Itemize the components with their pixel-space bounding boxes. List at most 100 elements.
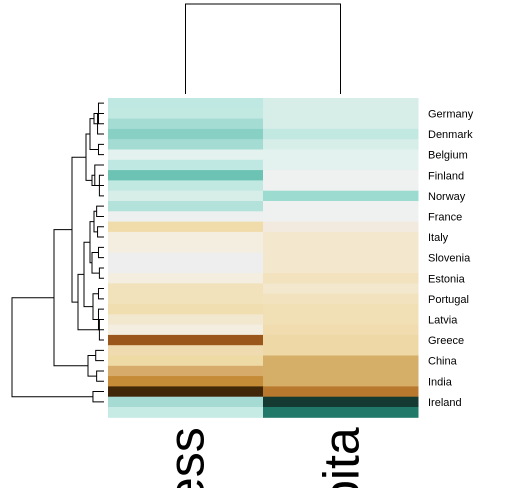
heatmap-cell-r6-c0 (108, 159, 264, 171)
heatmap-cell-r7-c0 (108, 170, 264, 181)
row-label-germany: Germany (428, 108, 474, 120)
row-label-greece: Greece (428, 335, 464, 347)
heatmap-cell-r23-c1 (263, 334, 419, 346)
heatmap-cell-r18-c0 (108, 283, 264, 295)
row-label-denmark: Denmark (428, 129, 473, 141)
heatmap-cell-r1-c1 (263, 108, 419, 120)
heatmap-cell-r23-c0 (108, 334, 264, 346)
row-dendrogram-branch (97, 288, 104, 300)
column-label-ess: ess (159, 427, 215, 488)
row-label-portugal: Portugal (428, 294, 469, 306)
heatmap-cell-r27-c0 (108, 376, 264, 387)
heatmap-cell-r0-c0 (108, 98, 264, 109)
row-dendrogram-branch (53, 229, 88, 367)
row-label-slovenia: Slovenia (428, 253, 471, 265)
heatmap-cell-r27-c1 (263, 376, 419, 387)
heatmap-cell-r28-c1 (263, 386, 419, 398)
heatmap-cell-r4-c1 (263, 139, 419, 150)
heatmap-cell-r29-c1 (263, 396, 419, 408)
heatmap-cell-r10-c0 (108, 201, 264, 212)
heatmap-cell-r4-c0 (108, 139, 264, 150)
row-dendrogram-branch (98, 267, 104, 279)
heatmap-cell-r15-c1 (263, 252, 419, 264)
row-dendrogram-branch (11, 297, 93, 398)
row-label-belgium: Belgium (428, 150, 468, 162)
heatmap-cell-r30-c0 (108, 407, 264, 418)
row-labels: Germany Denmark Belgium Finland Norway France… (428, 108, 474, 408)
heatmap-cell-r3-c1 (263, 128, 419, 140)
row-label-india: India (428, 376, 453, 388)
row-dendrogram-branch (92, 391, 104, 403)
heatmap-cell-r1-c0 (108, 108, 264, 120)
heatmap-cell-r26-c0 (108, 365, 264, 377)
heatmap-cell-r24-c0 (108, 345, 264, 356)
row-dendrogram-branch (85, 133, 92, 181)
row-label-norway: Norway (428, 191, 466, 203)
heatmap-cell-r21-c0 (108, 314, 264, 326)
heatmap-cell-r14-c0 (108, 242, 264, 253)
heatmap-cell-r30-c1 (263, 407, 419, 418)
row-label-ireland: Ireland (428, 397, 462, 409)
heatmap-cell-r25-c0 (108, 355, 264, 367)
heatmap-cell-r8-c0 (108, 180, 264, 192)
heatmap-cell-r26-c1 (263, 365, 419, 377)
heatmap-cell-r14-c1 (263, 242, 419, 253)
row-label-france: France (428, 211, 462, 223)
heatmap-cell-r2-c1 (263, 118, 419, 130)
heatmap-cell-r6-c1 (263, 159, 419, 171)
heatmap-cell-r17-c1 (263, 273, 419, 284)
row-label-china: China (428, 356, 458, 368)
row-dendrogram-branch (77, 273, 100, 331)
row-label-finland: Finland (428, 170, 464, 182)
heatmap-cell-r22-c1 (263, 324, 419, 336)
row-dendrogram-branch (97, 143, 104, 156)
heatmap-cell-r25-c1 (263, 355, 419, 367)
heatmap-cell-r3-c0 (108, 128, 264, 140)
heatmap-cell-r8-c1 (263, 180, 419, 192)
heatmap-cell-r24-c1 (263, 345, 419, 356)
heatmap-cell-r20-c0 (108, 304, 264, 315)
column-label-pita: pita (314, 427, 370, 488)
row-dendrogram-branch (97, 226, 104, 238)
row-dendrogram-branch (97, 246, 104, 259)
heatmap-cell-r11-c1 (263, 211, 419, 223)
heatmap-cell-r19-c0 (108, 293, 264, 305)
heatmap-cell-r12-c0 (108, 221, 264, 233)
row-dendrogram-branch (92, 293, 99, 320)
row-dendrogram-branch (91, 174, 100, 187)
heatmap-cell-r16-c0 (108, 262, 264, 274)
heatmap-cell-r21-c1 (263, 314, 419, 326)
heatmap-cells (108, 98, 419, 418)
row-label-italy: Italy (428, 232, 449, 244)
heatmap-cell-r9-c1 (263, 190, 419, 202)
heatmap-cell-r20-c1 (263, 304, 419, 315)
heatmap-cell-r13-c1 (263, 231, 419, 243)
heatmap-cell-r22-c0 (108, 324, 264, 336)
row-dendrogram-branch (96, 205, 104, 217)
row-dendrogram (11, 102, 104, 403)
heatmap-cell-r17-c0 (108, 273, 264, 284)
heatmap-cell-r15-c0 (108, 252, 264, 264)
row-dendrogram-branch (95, 349, 104, 362)
heatmap-cell-r9-c0 (108, 190, 264, 202)
heatmap-cell-r28-c0 (108, 386, 264, 398)
heatmap-cell-r16-c1 (263, 262, 419, 274)
heatmap-cell-r5-c0 (108, 149, 264, 161)
heatmap-cell-r7-c1 (263, 170, 419, 181)
heatmap-cell-r12-c1 (263, 221, 419, 233)
heatmap-cell-r11-c0 (108, 211, 264, 223)
row-dendrogram-branch (96, 370, 104, 382)
heatmap-cell-r10-c1 (263, 201, 419, 212)
heatmap-cell-r5-c1 (263, 149, 419, 161)
row-label-estonia: Estonia (428, 273, 466, 285)
column-labels: ess pita (159, 427, 370, 488)
heatmap-cell-r2-c0 (108, 118, 264, 130)
heatmap-cell-r18-c1 (263, 283, 419, 295)
row-dendrogram-branch (83, 241, 93, 308)
heatmap-cell-r0-c1 (263, 98, 419, 109)
row-label-latvia: Latvia (428, 314, 458, 326)
heatmap-cell-r19-c1 (263, 293, 419, 305)
heatmap-cell-r29-c0 (108, 396, 264, 408)
column-dendrogram (185, 3, 341, 94)
